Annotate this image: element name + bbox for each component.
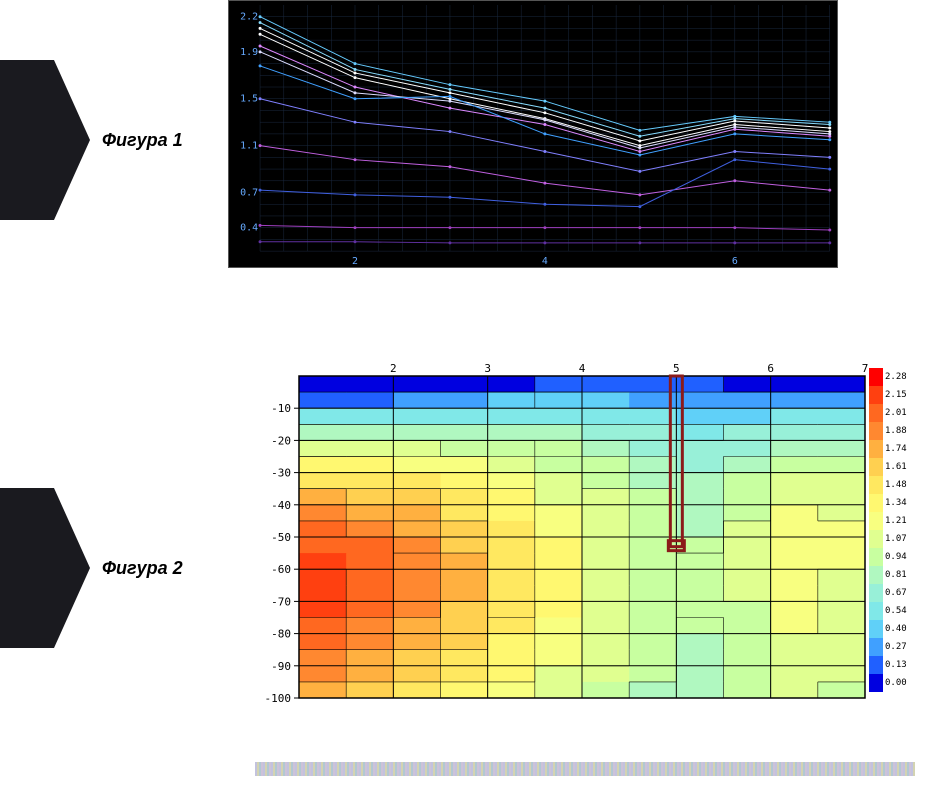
legend-value: 0.13: [885, 660, 907, 670]
svg-text:0.4: 0.4: [240, 223, 258, 234]
svg-text:7: 7: [862, 362, 869, 375]
legend-entry: 0.67: [869, 584, 915, 602]
line-chart: 0.4 0.7 1.1 1.5 1.9 2.2 2 4 6: [228, 0, 838, 268]
legend-value: 1.88: [885, 426, 907, 436]
legend-value: 0.94: [885, 552, 907, 562]
svg-text:6: 6: [767, 362, 774, 375]
legend-entry: 1.07: [869, 530, 915, 548]
legend-value: 0.81: [885, 570, 907, 580]
svg-text:0.7: 0.7: [240, 187, 258, 198]
svg-text:4: 4: [579, 362, 586, 375]
legend-swatch: [869, 386, 883, 404]
legend-entry: 0.13: [869, 656, 915, 674]
fig2-label-block: Фигура 2: [0, 488, 183, 648]
svg-text:-30: -30: [271, 467, 291, 480]
fig2-label: Фигура 2: [102, 558, 183, 579]
line-chart-svg: 0.4 0.7 1.1 1.5 1.9 2.2 2 4 6: [229, 1, 837, 267]
legend-value: 1.48: [885, 480, 907, 490]
svg-text:-70: -70: [271, 595, 291, 608]
legend-value: 0.00: [885, 678, 907, 688]
legend-entry: 0.54: [869, 602, 915, 620]
svg-text:1.5: 1.5: [240, 94, 258, 105]
contour-chart: 2 3 4 5 6 7 -10 -20 -30 -40 -50 -60 -70 -80 -90 -100 2.…: [255, 358, 915, 718]
fig1-label-block: Фигура 1: [0, 60, 183, 220]
legend-value: 2.01: [885, 408, 907, 418]
legend-entry: 1.21: [869, 512, 915, 530]
legend-value: 1.34: [885, 498, 907, 508]
legend-swatch: [869, 584, 883, 602]
svg-text:-60: -60: [271, 563, 291, 576]
svg-text:-40: -40: [271, 499, 291, 512]
legend-swatch: [869, 404, 883, 422]
legend-entry: 1.88: [869, 422, 915, 440]
legend-swatch: [869, 494, 883, 512]
svg-text:2.2: 2.2: [240, 12, 258, 23]
pentagon-shape: [0, 60, 90, 220]
legend-value: 0.40: [885, 624, 907, 634]
legend-value: 0.27: [885, 642, 907, 652]
legend-swatch: [869, 512, 883, 530]
legend-entry: 0.27: [869, 638, 915, 656]
legend-swatch: [869, 566, 883, 584]
svg-text:-10: -10: [271, 402, 291, 415]
legend-value: 1.74: [885, 444, 907, 454]
legend-value: 2.28: [885, 372, 907, 382]
legend-value: 1.21: [885, 516, 907, 526]
legend-swatch: [869, 368, 883, 386]
legend-entry: 1.61: [869, 458, 915, 476]
legend-value: 0.54: [885, 606, 907, 616]
bottom-noise-strip: [255, 762, 915, 776]
svg-text:5: 5: [673, 362, 680, 375]
legend-entry: 1.34: [869, 494, 915, 512]
arrow-icon: [869, 6, 919, 96]
legend-swatch: [869, 476, 883, 494]
pentagon-shape: [0, 488, 90, 648]
legend-entry: 2.15: [869, 386, 915, 404]
legend-value: 2.15: [885, 390, 907, 400]
legend-swatch: [869, 674, 883, 692]
svg-text:-100: -100: [265, 692, 292, 705]
legend-swatch: [869, 530, 883, 548]
svg-text:6: 6: [732, 256, 738, 267]
legend-value: 1.07: [885, 534, 907, 544]
legend-swatch: [869, 458, 883, 476]
svg-text:-50: -50: [271, 531, 291, 544]
svg-text:-90: -90: [271, 660, 291, 673]
legend-swatch: [869, 602, 883, 620]
legend-entry: 0.40: [869, 620, 915, 638]
legend-entry: 2.28: [869, 368, 915, 386]
fig1-label: Фигура 1: [102, 130, 183, 151]
legend-entry: 0.81: [869, 566, 915, 584]
svg-text:1.1: 1.1: [240, 141, 258, 152]
legend-entry: 2.01: [869, 404, 915, 422]
legend-swatch: [869, 548, 883, 566]
legend-entry: 1.74: [869, 440, 915, 458]
legend-value: 0.67: [885, 588, 907, 598]
contour-chart-svg: 2 3 4 5 6 7 -10 -20 -30 -40 -50 -60 -70 -80 -90 -100: [255, 358, 915, 718]
svg-text:2: 2: [352, 256, 358, 267]
legend-swatch: [869, 620, 883, 638]
svg-text:4: 4: [542, 256, 548, 267]
legend-swatch: [869, 638, 883, 656]
svg-text:3: 3: [484, 362, 491, 375]
svg-text:2: 2: [390, 362, 397, 375]
svg-text:1.9: 1.9: [240, 47, 258, 58]
color-legend: 2.28 2.15 2.01 1.88 1.74 1.61 1.48 1.34 1.21 1.07…: [869, 368, 915, 692]
legend-entry: 1.48: [869, 476, 915, 494]
legend-swatch: [869, 440, 883, 458]
legend-swatch: [869, 422, 883, 440]
legend-value: 1.61: [885, 462, 907, 472]
legend-entry: 0.94: [869, 548, 915, 566]
legend-entry: 0.00: [869, 674, 915, 692]
svg-text:-80: -80: [271, 628, 291, 641]
svg-text:-20: -20: [271, 434, 291, 447]
legend-swatch: [869, 656, 883, 674]
